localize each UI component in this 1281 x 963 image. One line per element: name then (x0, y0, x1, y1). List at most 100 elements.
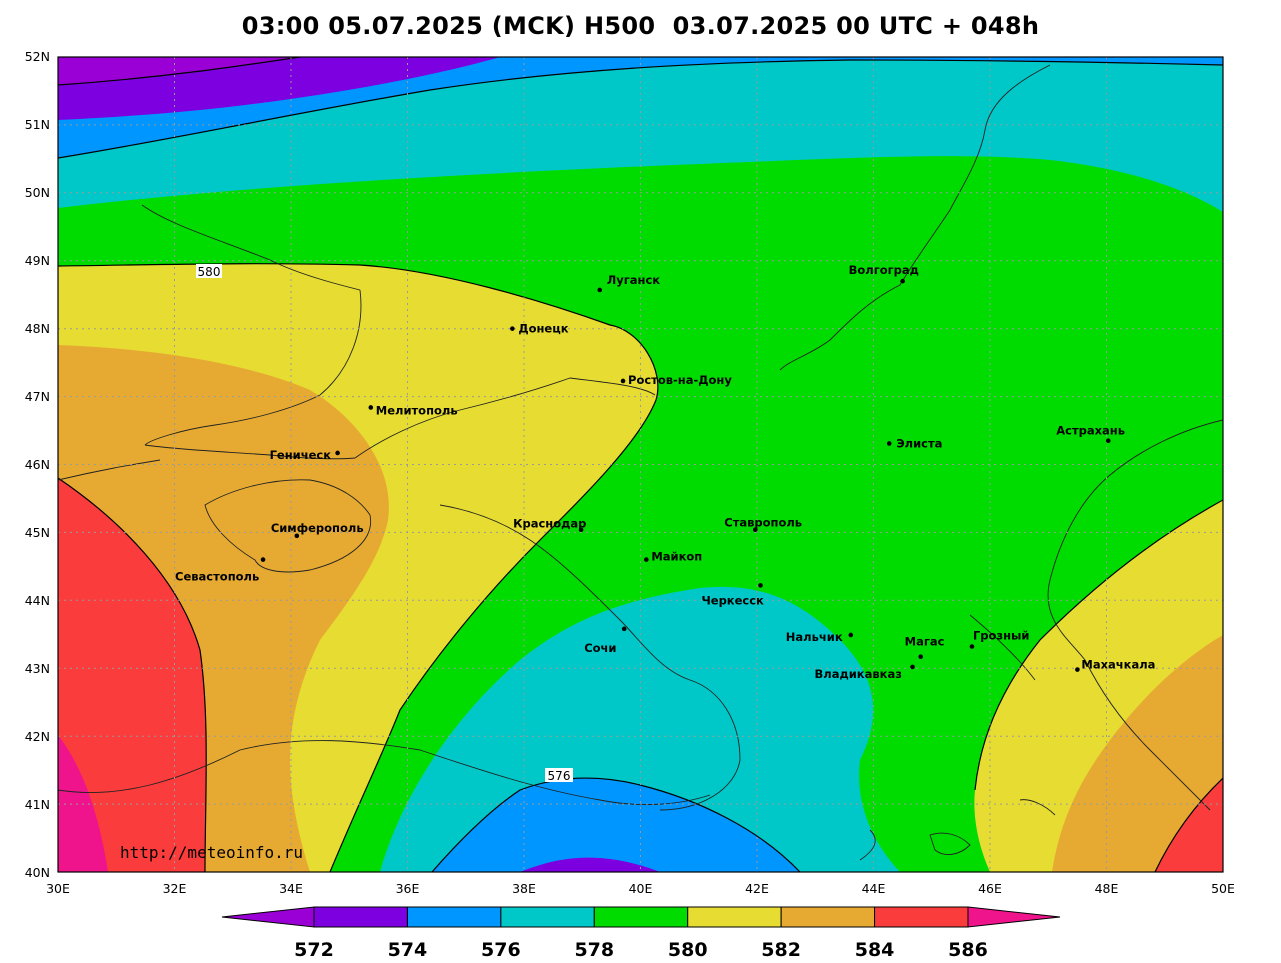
colorbar-label: 584 (855, 939, 895, 961)
city: Ставрополь (724, 516, 802, 532)
city: Грозный (969, 629, 1029, 649)
city-dot (335, 450, 340, 456)
coastlines (58, 64, 1223, 861)
city-dot (294, 533, 300, 539)
lat-tick: 47N (25, 389, 50, 404)
city: Волгоград (849, 263, 919, 284)
lon-tick: 46E (978, 881, 1002, 896)
city-dot (621, 626, 627, 632)
city-label: Майкоп (651, 550, 702, 564)
city-dot (918, 654, 923, 660)
lon-tick: 34E (279, 881, 303, 896)
colorbar-extend-high (967, 906, 1061, 928)
colorbar-segment (406, 906, 502, 928)
city: Майкоп (644, 550, 702, 564)
city-dot (1075, 667, 1080, 672)
lon-tick: 30E (46, 881, 70, 896)
city-label: Севастополь (175, 570, 259, 584)
city-dot (644, 557, 649, 562)
contour-lines (58, 57, 1223, 872)
city: Элиста (886, 436, 942, 450)
city-dot (510, 326, 515, 331)
band-584-east (1052, 635, 1223, 872)
city: Владикавказ (815, 664, 915, 681)
city-dot (900, 278, 905, 284)
city-dot (848, 632, 854, 638)
city-label: Черкесск (701, 593, 764, 607)
city-label: Волгоград (849, 263, 919, 277)
graticule (58, 57, 1223, 872)
band-586-west (58, 478, 207, 872)
lon-tick: 36E (396, 881, 420, 896)
lon-tick-labels: 30E 32E 34E 36E 38E 40E 42E 44E 46E 48E … (46, 881, 1235, 896)
contour-label-580: 580 (196, 264, 222, 279)
svg-text:576: 576 (548, 769, 571, 783)
svg-text:580: 580 (198, 265, 221, 279)
city-markers: Луганск Донецк Волгоград Ростов-на-Дону Мели… (175, 263, 1155, 681)
city: Черкесск (701, 583, 764, 607)
lon-tick: 50E (1211, 881, 1235, 896)
lon-tick: 40E (629, 881, 653, 896)
colorbar-label: 586 (948, 939, 988, 961)
city: Геническ (270, 448, 340, 462)
lat-tick: 49N (25, 253, 50, 268)
city: Симферополь (271, 521, 364, 539)
lat-tick: 51N (25, 117, 50, 132)
lat-tick: 46N (25, 457, 50, 472)
city: Магас (905, 635, 945, 660)
contour-label-576: 576 (545, 768, 573, 783)
city: Нальчик (786, 630, 854, 644)
city: Донецк (510, 322, 569, 336)
lat-tick: 44N (25, 593, 50, 608)
city: Астрахань (1056, 424, 1125, 444)
city-dot (597, 287, 603, 293)
city-label: Махачкала (1081, 658, 1155, 672)
colorbar-label: 572 (294, 939, 334, 961)
band-572 (58, 57, 300, 85)
colorbar-segment (313, 906, 408, 928)
city-dot (578, 527, 584, 532)
colorbar-segment (593, 906, 689, 928)
city-dot (886, 441, 892, 446)
city-dot (752, 527, 758, 532)
colorbar-segment (687, 906, 782, 928)
city: Мелитополь (368, 403, 458, 417)
band-574-south (520, 857, 660, 872)
lon-tick: 32E (163, 881, 187, 896)
colorbar-label: 574 (388, 939, 428, 961)
city: Краснодар (513, 517, 586, 532)
city-label: Владикавказ (815, 667, 902, 681)
colorbar-label: 578 (574, 939, 614, 961)
city-label: Нальчик (786, 630, 843, 644)
city: Махачкала (1075, 658, 1155, 672)
city-label: Мелитополь (376, 403, 458, 417)
city-label: Геническ (270, 448, 332, 462)
city-label: Астрахань (1056, 424, 1125, 438)
colorbar-label: 576 (481, 939, 521, 961)
city-label: Ставрополь (724, 516, 802, 530)
lon-tick: 38E (512, 881, 536, 896)
lat-tick: 40N (25, 865, 50, 880)
city-label: Сочи (584, 641, 616, 655)
colorbar-label: 580 (668, 939, 708, 961)
city-label: Луганск (607, 273, 661, 287)
city-dot (969, 644, 975, 649)
city: Луганск (597, 273, 661, 293)
lat-tick: 43N (25, 661, 50, 676)
city: Ростов-на-Дону (620, 373, 732, 387)
lat-tick: 41N (25, 797, 50, 812)
city-label: Симферополь (271, 521, 364, 535)
city-dot (620, 378, 626, 384)
colorbar-extend-low (221, 906, 315, 928)
lat-tick: 42N (25, 729, 50, 744)
band-586-east (1155, 778, 1223, 872)
colorbar-segment (780, 906, 876, 928)
band-588-west (58, 735, 108, 872)
city-dot (758, 583, 763, 588)
lat-tick: 48N (25, 321, 50, 336)
map-title: 03:00 05.07.2025 (MCK) H500 03.07.2025 0… (241, 12, 1040, 40)
city-dot (260, 557, 266, 562)
map-frame (57, 56, 1224, 873)
city: Севастополь (175, 557, 266, 584)
